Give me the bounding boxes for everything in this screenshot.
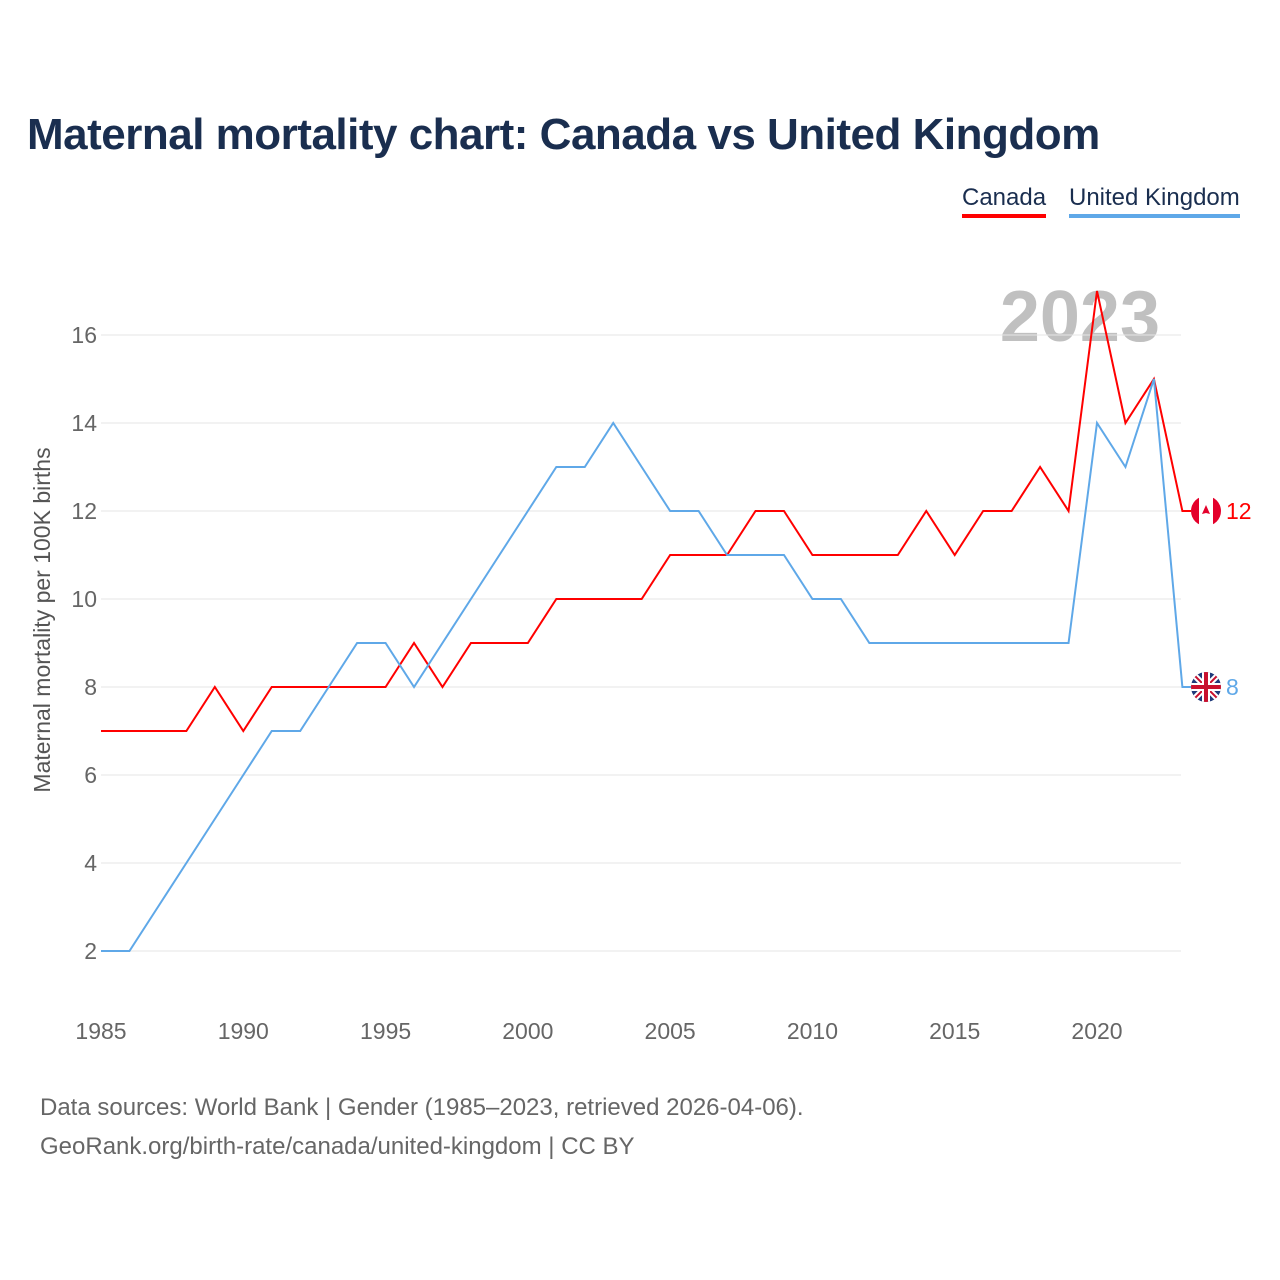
legend-canada[interactable]: Canada xyxy=(962,184,1047,218)
y-tick-label: 14 xyxy=(71,410,97,436)
y-tick-label: 2 xyxy=(84,938,97,964)
footer-sources: Data sources: World Bank | Gender (1985–… xyxy=(40,1094,804,1121)
y-tick-label: 10 xyxy=(71,586,97,612)
y-tick-label: 6 xyxy=(84,762,97,788)
footer-link[interactable]: GeoRank.org/birth-rate/canada/united-kin… xyxy=(40,1133,635,1160)
end-value-label-united-kingdom: 8 xyxy=(1226,674,1239,700)
y-tick-label: 8 xyxy=(84,674,97,700)
x-tick-label: 2015 xyxy=(929,1018,980,1044)
flag-united-kingdom-icon xyxy=(1191,672,1221,702)
y-axis-label: Maternal mortality per 100K births xyxy=(29,447,55,792)
y-tick-label: 4 xyxy=(84,850,97,876)
y-tick-label: 12 xyxy=(71,498,97,524)
y-tick-label: 16 xyxy=(71,322,97,348)
series-line-canada xyxy=(101,290,1193,733)
end-value-label-canada: 12 xyxy=(1226,498,1252,524)
chart-title: Maternal mortality chart: Canada vs Unit… xyxy=(27,110,1100,159)
x-tick-label: 1995 xyxy=(360,1018,411,1044)
x-tick-label: 1990 xyxy=(218,1018,269,1044)
legend-united-kingdom[interactable]: United Kingdom xyxy=(1069,184,1240,218)
year-watermark: 2023 xyxy=(1000,277,1160,357)
x-tick-label: 1985 xyxy=(75,1018,126,1044)
x-tick-label: 2020 xyxy=(1071,1018,1122,1044)
x-tick-label: 2005 xyxy=(645,1018,696,1044)
footer: Data sources: World Bank | Gender (1985–… xyxy=(40,1088,804,1166)
x-tick-label: 2010 xyxy=(787,1018,838,1044)
x-tick-label: 2000 xyxy=(502,1018,553,1044)
flag-canada-icon xyxy=(1191,496,1221,526)
series-line-united-kingdom xyxy=(101,378,1193,952)
